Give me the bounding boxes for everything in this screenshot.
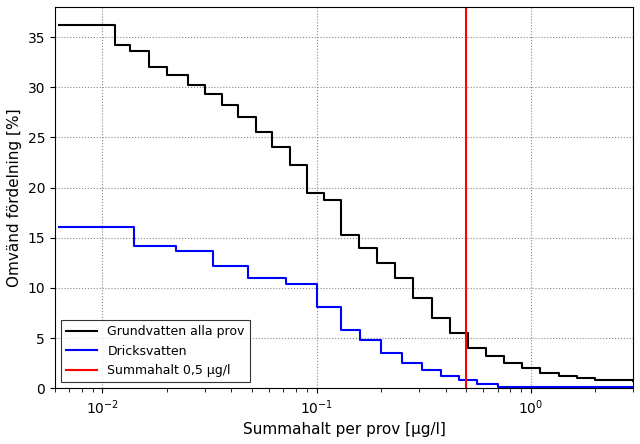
Dricksvatten bbox=[282, 275, 290, 281]
Dricksvatten bbox=[356, 337, 364, 343]
Dricksvatten bbox=[244, 275, 252, 281]
Dricksvatten bbox=[337, 304, 345, 309]
Dricksvatten bbox=[172, 248, 180, 254]
Dricksvatten bbox=[629, 385, 637, 391]
Dricksvatten bbox=[494, 381, 502, 387]
Dricksvatten bbox=[282, 281, 290, 286]
Dricksvatten bbox=[244, 263, 252, 269]
Dricksvatten bbox=[313, 304, 321, 309]
Grundvatten alla prov bbox=[268, 130, 276, 135]
Grundvatten alla prov bbox=[536, 370, 544, 376]
Dricksvatten bbox=[437, 368, 445, 373]
X-axis label: Summahalt per prov [µg/l]: Summahalt per prov [µg/l] bbox=[243, 422, 445, 437]
Dricksvatten bbox=[455, 377, 463, 383]
Summahalt 0,5 µg/l bbox=[463, 385, 470, 391]
Grundvatten alla prov bbox=[355, 245, 363, 250]
Dricksvatten bbox=[56, 224, 63, 229]
Dricksvatten bbox=[418, 361, 426, 366]
Dricksvatten bbox=[455, 373, 463, 379]
Summahalt 0,5 µg/l bbox=[463, 376, 470, 381]
Dricksvatten bbox=[494, 385, 502, 390]
Dricksvatten bbox=[130, 243, 138, 248]
Dricksvatten bbox=[418, 368, 426, 373]
Dricksvatten bbox=[313, 281, 321, 286]
Dricksvatten bbox=[398, 350, 406, 356]
Dricksvatten bbox=[172, 243, 180, 248]
Legend: Grundvatten alla prov, Dricksvatten, Summahalt 0,5 µg/l: Grundvatten alla prov, Dricksvatten, Sum… bbox=[61, 321, 250, 382]
Dricksvatten bbox=[356, 327, 364, 333]
Grundvatten alla prov bbox=[184, 83, 191, 88]
Dricksvatten bbox=[210, 248, 218, 254]
Dricksvatten bbox=[377, 337, 385, 343]
Grundvatten alla prov bbox=[629, 378, 637, 383]
Grundvatten alla prov bbox=[392, 275, 399, 281]
Grundvatten alla prov bbox=[201, 91, 209, 97]
Dricksvatten bbox=[473, 377, 481, 383]
Dricksvatten bbox=[91, 224, 99, 229]
Dricksvatten bbox=[130, 224, 138, 229]
Dricksvatten bbox=[210, 263, 218, 269]
Dricksvatten bbox=[377, 350, 385, 356]
Y-axis label: Omvänd fördelning [%]: Omvänd fördelning [%] bbox=[7, 108, 22, 287]
Line: Grundvatten alla prov: Grundvatten alla prov bbox=[60, 25, 633, 381]
Line: Dricksvatten: Dricksvatten bbox=[60, 226, 633, 388]
Dricksvatten bbox=[437, 373, 445, 379]
Dricksvatten bbox=[629, 385, 637, 390]
Grundvatten alla prov bbox=[56, 22, 63, 28]
Dricksvatten bbox=[398, 361, 406, 366]
Dricksvatten bbox=[337, 327, 345, 333]
Dricksvatten bbox=[473, 381, 481, 387]
Dricksvatten bbox=[91, 224, 99, 229]
